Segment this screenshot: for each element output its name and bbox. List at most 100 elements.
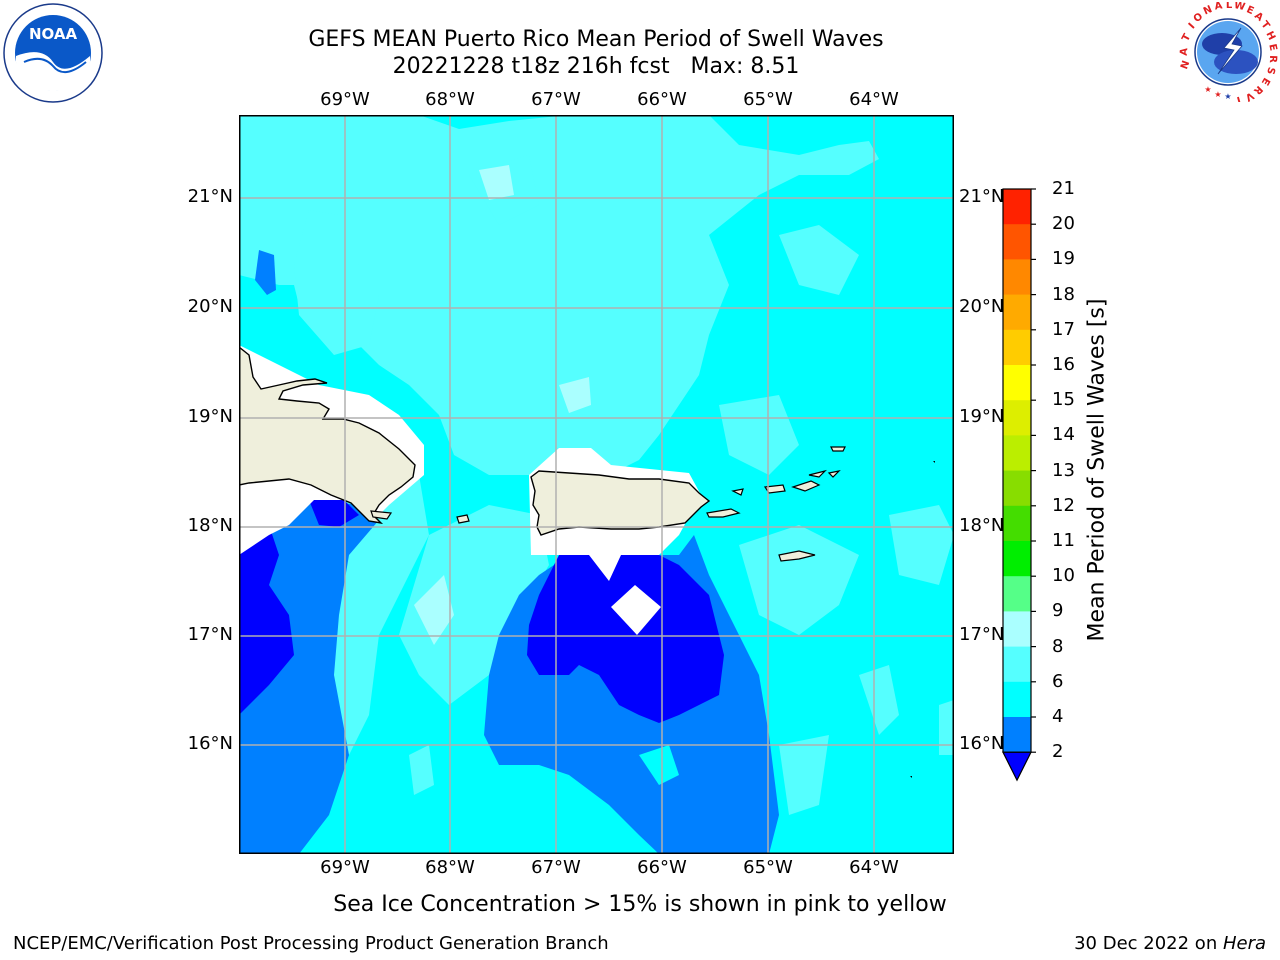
national-weather-service-logo: N A T I O N A L W E A T H E R S E R V I … bbox=[1179, 2, 1278, 102]
colorbar-tick-label: 20 bbox=[1052, 213, 1075, 235]
colorbar-tick-label: 4 bbox=[1052, 706, 1064, 727]
colorbar-band bbox=[1003, 541, 1031, 577]
lon-label-top: 66°W bbox=[637, 89, 687, 110]
svg-text:★: ★ bbox=[1214, 90, 1221, 99]
noaa-logo: NOAA bbox=[3, 3, 103, 103]
anegada-island bbox=[827, 470, 841, 478]
colorbar-band bbox=[1003, 646, 1031, 683]
colorbar-tick-label: 9 bbox=[1052, 600, 1064, 622]
colorbar-tick-label: 21 bbox=[1052, 178, 1075, 199]
lon-label-bottom: 65°W bbox=[743, 857, 793, 878]
colorbar-band bbox=[1003, 717, 1031, 753]
map-gridlines bbox=[239, 115, 954, 854]
colorbar-band bbox=[1003, 365, 1031, 401]
colorbar bbox=[1002, 188, 1036, 782]
sea-ice-note: Sea Ice Concentration > 15% is shown in … bbox=[333, 892, 947, 917]
colorbar-tick-label: 16 bbox=[1052, 354, 1075, 375]
colorbar-band bbox=[1003, 224, 1031, 260]
lat-label-right: 17°N bbox=[959, 624, 1005, 645]
lat-label-left: 19°N bbox=[187, 406, 233, 427]
swell-8-9s-regions bbox=[414, 165, 591, 645]
svg-text:R: R bbox=[1267, 55, 1278, 63]
lat-label-right: 20°N bbox=[959, 296, 1005, 317]
lat-label-left: 17°N bbox=[187, 624, 233, 645]
colorbar-tick-label: 14 bbox=[1052, 424, 1075, 446]
virgin-gorda-island bbox=[808, 469, 827, 478]
svg-text:I: I bbox=[1187, 21, 1198, 31]
colorbar-tick-label: 17 bbox=[1052, 318, 1075, 340]
colorbar-tick-label: 2 bbox=[1052, 741, 1064, 763]
anegada-north-island bbox=[830, 446, 846, 452]
colorbar-tick-label: 13 bbox=[1052, 459, 1075, 481]
credit-line: NCEP/EMC/Verification Post Processing Pr… bbox=[13, 933, 609, 954]
colorbar-band bbox=[1003, 435, 1031, 472]
colorbar-band bbox=[1003, 470, 1031, 507]
lon-label-bottom: 67°W bbox=[531, 857, 581, 878]
colorbar-band bbox=[1003, 611, 1031, 648]
lat-label-left: 21°N bbox=[187, 186, 233, 207]
map-title: GEFS MEAN Puerto Rico Mean Period of Swe… bbox=[308, 27, 884, 52]
lat-label-right: 16°N bbox=[959, 733, 1005, 754]
svg-text:A: A bbox=[1214, 2, 1224, 13]
colorbar-band bbox=[1003, 505, 1031, 542]
colorbar-tick-label: 18 bbox=[1052, 283, 1075, 305]
lat-label-right: 19°N bbox=[959, 406, 1005, 427]
svg-text:★: ★ bbox=[1224, 92, 1231, 101]
host-name: Hera bbox=[1222, 933, 1266, 954]
lon-label-bottom: 68°W bbox=[425, 857, 475, 878]
lon-label-bottom: 69°W bbox=[320, 857, 370, 878]
svg-text:L: L bbox=[1226, 2, 1233, 11]
lat-label-left: 16°N bbox=[187, 733, 233, 754]
colorbar-tick-label: 12 bbox=[1052, 494, 1075, 516]
islet bbox=[933, 461, 935, 463]
svg-text:N: N bbox=[1202, 4, 1214, 17]
colorbar-band bbox=[1003, 400, 1031, 436]
lat-label-left: 20°N bbox=[187, 296, 233, 317]
lon-label-bottom: 64°W bbox=[849, 857, 899, 878]
colorbar-label: Mean Period of Swell Waves [s] bbox=[1084, 298, 1110, 642]
noaa-logo-text: NOAA bbox=[29, 25, 78, 43]
tortola-island bbox=[791, 480, 821, 492]
lat-label-left: 18°N bbox=[187, 515, 233, 536]
colorbar-band bbox=[1003, 329, 1031, 366]
lat-label-right: 21°N bbox=[959, 186, 1005, 207]
hispaniola-landmass bbox=[239, 346, 416, 525]
svg-text:E: E bbox=[1245, 4, 1256, 17]
colorbar-tick-label: 8 bbox=[1052, 635, 1064, 657]
colorbar-band bbox=[1003, 681, 1031, 718]
colorbar-tick-label: 6 bbox=[1052, 670, 1064, 692]
svg-text:E: E bbox=[1259, 76, 1272, 88]
svg-text:A: A bbox=[1179, 47, 1191, 56]
svg-text:N: N bbox=[1179, 59, 1192, 71]
svg-text:S: S bbox=[1264, 66, 1276, 76]
vieques-island bbox=[706, 508, 741, 518]
date-stamp: 30 Dec 2022 on Hera bbox=[1074, 933, 1266, 954]
lon-label-top: 64°W bbox=[849, 89, 899, 110]
lon-label-top: 65°W bbox=[743, 89, 793, 110]
colorbar-tick-label: 10 bbox=[1052, 565, 1075, 587]
islet bbox=[910, 776, 912, 778]
colorbar-extension bbox=[1002, 751, 1032, 782]
isla-saona bbox=[370, 510, 393, 520]
swell-period-map bbox=[239, 115, 954, 854]
swell-below-2s-regions bbox=[239, 500, 724, 723]
date-text: 30 Dec 2022 on bbox=[1074, 933, 1223, 954]
colorbar-band bbox=[1003, 259, 1031, 296]
colorbar-band bbox=[1003, 576, 1031, 612]
svg-text:W: W bbox=[1233, 2, 1246, 13]
lon-label-bottom: 66°W bbox=[637, 857, 687, 878]
lon-label-top: 67°W bbox=[531, 89, 581, 110]
colorbar-tick-label: 11 bbox=[1052, 530, 1075, 551]
colorbar-band bbox=[1003, 294, 1031, 331]
svg-text:I: I bbox=[1235, 94, 1241, 102]
colorbar-tick-label: 15 bbox=[1052, 389, 1075, 411]
svg-text:★: ★ bbox=[1204, 85, 1211, 94]
svg-text:T: T bbox=[1180, 32, 1193, 43]
svg-text:E: E bbox=[1266, 43, 1278, 52]
st-croix-island bbox=[778, 550, 816, 562]
colorbar-tick-label: 19 bbox=[1052, 248, 1075, 270]
lon-label-top: 69°W bbox=[320, 89, 370, 110]
map-subtitle: 20221228 t18z 216h fcst Max: 8.51 bbox=[392, 54, 800, 79]
mona-island bbox=[456, 514, 470, 524]
puerto-rico-landmass bbox=[530, 470, 711, 536]
